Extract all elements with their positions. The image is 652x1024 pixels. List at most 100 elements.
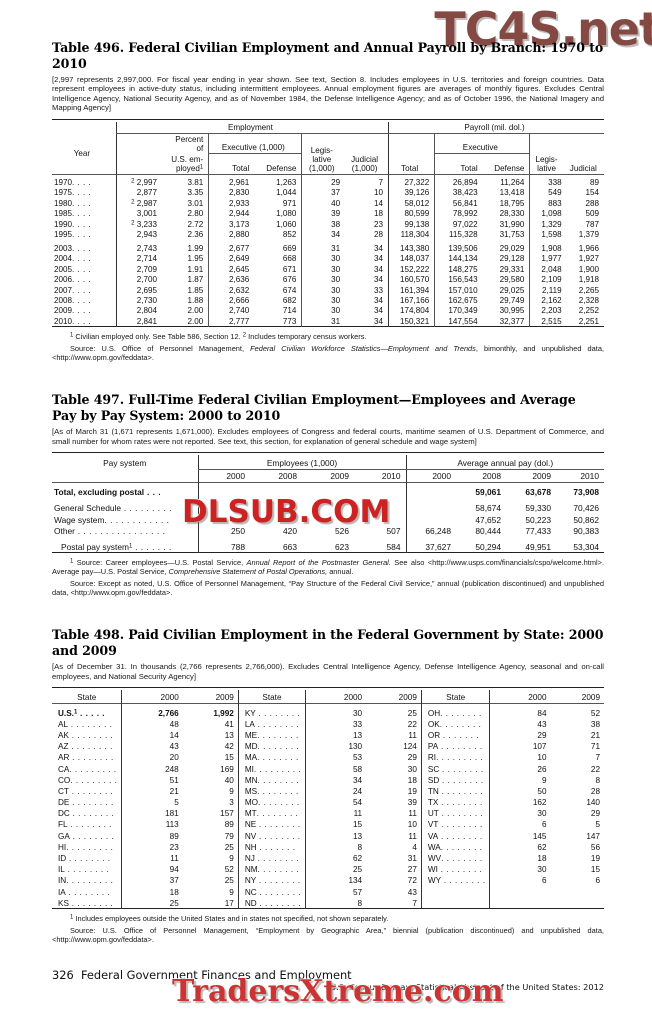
- t496-src-pre: Source: U.S. Office of Personnel Managem…: [70, 343, 245, 353]
- t497-cell-employees-2000: [197, 485, 250, 497]
- t498-cell-2009: 9: [229, 887, 234, 897]
- t496-cell-pct: 2.72: [187, 219, 204, 229]
- t498-cell-2009: 7: [412, 898, 417, 908]
- t498-cell-2009: 5: [595, 820, 600, 830]
- t496-cell-pct: 1.99: [187, 243, 204, 253]
- t498-cell-2000: 181: [121, 807, 183, 819]
- t498-cell-state: ID . . . . . . . .: [58, 854, 111, 864]
- t497-cell-pay-2009: 49,951: [525, 541, 551, 552]
- t498-cell-state: MD. . . . . . . .: [237, 739, 306, 752]
- t496-cell-pct: 2.00: [187, 316, 204, 326]
- t497-fn1-pre: Source: Career employees—U.S. Postal Ser…: [76, 557, 244, 567]
- t496-cell-legislative: 30: [301, 294, 346, 305]
- t498-cell-2009: 157: [220, 809, 234, 819]
- t496-cell-pay-exec-defense: 29,029: [499, 243, 525, 253]
- t496-cell-pay-total: 148,037: [388, 252, 435, 264]
- table-row: AL . . . . . . . . 48 41 LA . . . . . . . .…: [52, 717, 604, 729]
- t496-cell-legislative: 40: [301, 197, 346, 208]
- table-498-body: U.S.1 . . . . . 2,766 1,992 KY . . . . . . …: [52, 706, 605, 909]
- t498-cell-2009: 124: [403, 742, 417, 752]
- footer-source-line: U.S. Census Bureau, Statistical Abstract…: [330, 982, 604, 993]
- t496-cell-pay-legislative: 1,598: [529, 228, 567, 239]
- t498-cell-2009: 19: [590, 854, 600, 864]
- t496-cell-pay-total: 143,380: [388, 238, 435, 253]
- t498-cell-state: CO. . . . . . . . .: [58, 775, 118, 785]
- table-row: Other . . . . . . . . . . . . . . . . 250…: [52, 524, 604, 537]
- t496-cell-pay-legislative: 2,203: [529, 304, 567, 316]
- t498-cell-2009: 17: [224, 898, 234, 908]
- t496-group-employment: Employment: [115, 121, 389, 134]
- t496-cell-exec-total: 2,944: [208, 207, 255, 219]
- t497-cell-pay-2008: 47,652: [475, 514, 501, 525]
- table-row: CA. . . . . . . . . 248 169 MI. . . . . . .…: [52, 762, 604, 774]
- t496-cell-exec-defense: 714: [282, 306, 297, 316]
- t496-cell-pay-legislative: 338: [529, 176, 567, 188]
- t498-cell-2009: 39: [407, 798, 417, 808]
- t497-cell-pay-2008: 59,061: [475, 486, 501, 497]
- t498-cell-state: NM. . . . . . . .: [237, 863, 306, 875]
- page-content: Table 496. Federal Civilian Employment a…: [52, 0, 604, 992]
- t496-cell-pay-exec-defense: 29,025: [499, 285, 525, 295]
- t496-cell-emp-total: 2 2,997: [115, 176, 163, 188]
- t498-cell-2009: 15: [224, 753, 234, 763]
- t498-cell-2009: 30: [407, 764, 417, 774]
- t498-cell-2009: 52: [590, 708, 600, 718]
- t498-cell-state: OH. . . . . . . .: [420, 706, 490, 718]
- t496-cell-pay-legislative: 1,977: [529, 252, 567, 264]
- t496-cell-judicial: 34: [374, 254, 384, 264]
- t496-cell-pay-exec-total: 56,841: [434, 197, 483, 208]
- t496-cell-pay-total: 161,394: [388, 284, 435, 295]
- t498-cell-2000: 6: [489, 818, 551, 830]
- t496-cell-year: 1970. . . .: [54, 178, 92, 188]
- t498-cell-2009: 7: [595, 753, 600, 763]
- t496-cell-exec-defense: 852: [282, 229, 297, 239]
- table-row: CO. . . . . . . . . 51 40 MN. . . . . . . .…: [52, 773, 604, 785]
- t496-header-pay-total: Total: [388, 133, 435, 175]
- t497-cell-pay-2000: [405, 496, 456, 513]
- t498-cell-2000: 13: [305, 728, 367, 740]
- t496-cell-pay-judicial: 2,252: [578, 306, 599, 316]
- t498-cell-state: TN . . . . . . . .: [420, 784, 490, 796]
- t496-cell-pay-legislative: 2,515: [529, 315, 567, 327]
- t498-header-2009-3: 2009: [581, 693, 600, 703]
- table-row: DC . . . . . . . . 181 157 MT. . . . . . . …: [52, 807, 604, 819]
- table-row: 2006. . . . 2,700 1.87 2,636 676 30 34 160,570 1…: [52, 273, 604, 285]
- t498-cell-state: NH . . . . . . .: [237, 840, 306, 852]
- t498-header-2000-2: 2000: [305, 690, 367, 704]
- t498-cell-2000: 25: [121, 896, 183, 909]
- t498-cell-state: MN. . . . . . . .: [237, 773, 306, 785]
- t498-cell-2009: 169: [220, 764, 234, 774]
- t496-cell-pct: 3.35: [187, 188, 204, 198]
- t496-header-pay-legis-l1: Legis-: [535, 154, 558, 164]
- t497-cell-employees-2009: [302, 513, 354, 525]
- t497-cell-employees-2008: [250, 497, 302, 513]
- t498-cell-2000: 9: [489, 773, 551, 785]
- t498-cell-2009: 15: [590, 865, 600, 875]
- table-496-source: Source: U.S. Office of Personnel Managem…: [52, 344, 604, 362]
- t496-cell-emp-total: 2,743: [115, 238, 163, 253]
- t498-cell-state: WA. . . . . . . .: [420, 840, 490, 852]
- t498-cell-state: KY . . . . . . . .: [237, 706, 306, 718]
- t496-cell-pct: 2.80: [187, 209, 204, 219]
- t496-cell-legislative: 29: [301, 176, 346, 188]
- t498-cell-state: VA . . . . . . . .: [420, 829, 490, 841]
- t498-cell-2009: 29: [590, 809, 600, 819]
- t497-cell-employees-2008: 663: [283, 541, 297, 552]
- t498-cell-state: NJ . . . . . . . .: [237, 851, 306, 864]
- t496-cell-pct: 1.88: [187, 295, 204, 305]
- t498-cell-2009: 25: [407, 708, 417, 718]
- t496-cell-year: 1985. . . .: [54, 209, 92, 219]
- t496-cell-exec-defense: 668: [282, 254, 297, 264]
- table-row: ID . . . . . . . . 11 9 NJ . . . . . . . .6…: [52, 851, 604, 864]
- t498-cell-2000: 5: [121, 795, 183, 808]
- t498-cell-state: AZ . . . . . . . .: [58, 742, 113, 752]
- t498-cell-2000: 18: [489, 851, 551, 864]
- t496-cell-emp-total: 2,841: [115, 315, 163, 327]
- t498-cell-2009: 22: [407, 719, 417, 729]
- t498-cell-2009: [551, 885, 605, 896]
- t498-cell-state: SC . . . . . . . .: [420, 762, 490, 774]
- t496-cell-pay-judicial: 1,900: [578, 264, 599, 274]
- t497-cell-employees-2000: [197, 512, 250, 525]
- t498-cell-state: AR . . . . . . . .: [58, 753, 114, 763]
- table-497-body: Total, excluding postal . . . 59,061 63,67…: [52, 485, 604, 553]
